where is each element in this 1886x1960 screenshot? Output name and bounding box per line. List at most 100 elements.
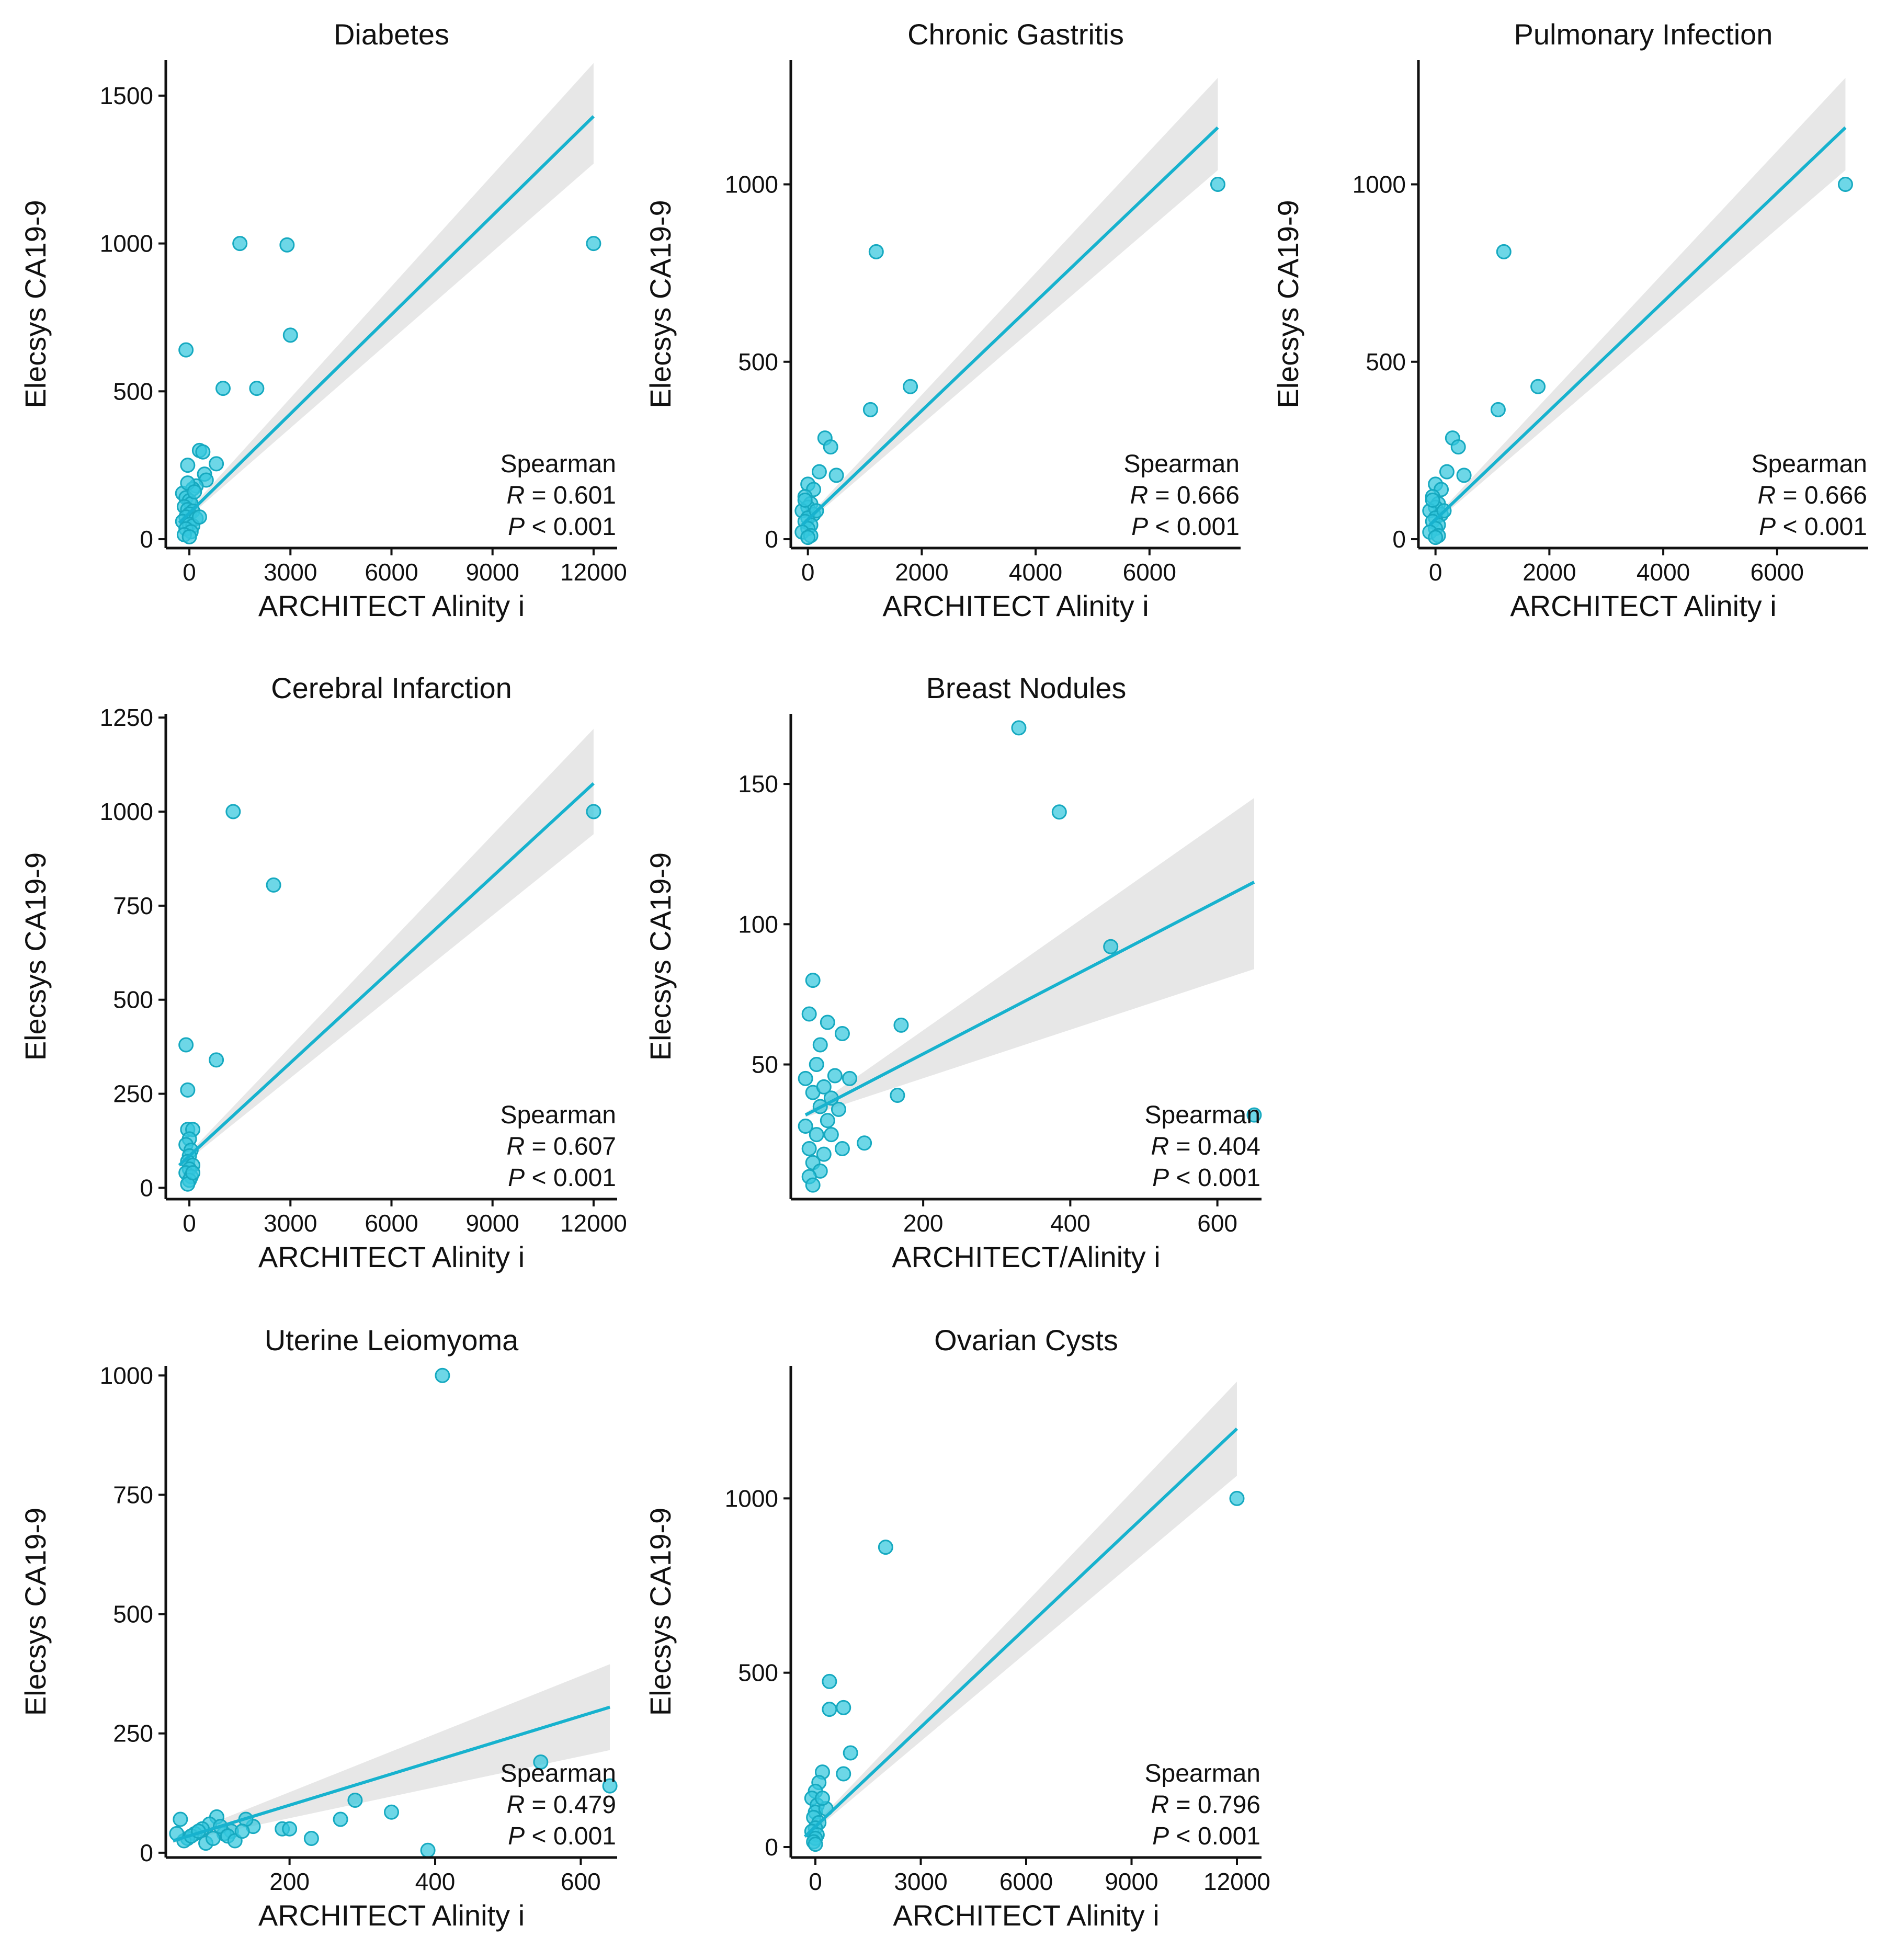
y-tick-label: 500 xyxy=(113,1601,153,1628)
y-tick-label: 150 xyxy=(738,770,778,797)
data-point xyxy=(797,492,813,508)
data-point xyxy=(347,1792,363,1808)
confidence-band xyxy=(802,77,1218,527)
panel-3: 0 2000 4000 6000 0 500 1000 Pulmonary Infection… xyxy=(1271,18,1868,622)
panel-4: 0 3000 6000 9000 12000 0 250 500 750 1000 1250 Cere… xyxy=(19,671,627,1273)
y-axis-label: Elecsys CA19-9 xyxy=(644,200,677,408)
data-point xyxy=(215,381,231,396)
stat-r: R = 0.601 xyxy=(507,482,617,509)
confidence-band xyxy=(179,728,594,1168)
y-tick-label: 1500 xyxy=(100,82,153,109)
stat-p-symbol: P xyxy=(1152,1822,1169,1850)
stat-p-symbol: P xyxy=(508,513,525,541)
x-axis-label: ARCHITECT Alinity i xyxy=(1510,589,1776,622)
data-point xyxy=(1439,464,1455,480)
data-point xyxy=(279,237,295,253)
x-tick-label: 6000 xyxy=(1751,559,1804,586)
stat-p-symbol: P xyxy=(508,1164,525,1192)
stat-p: P < 0.001 xyxy=(508,1164,616,1192)
data-point xyxy=(814,1791,830,1806)
y-tick-label: 1000 xyxy=(725,170,778,198)
stat-r: R = 0.479 xyxy=(507,1791,617,1819)
confidence-band xyxy=(804,1382,1237,1839)
stat-p-value: < 0.001 xyxy=(525,1164,616,1192)
x-tick-label: 2000 xyxy=(895,559,948,586)
data-point xyxy=(384,1804,399,1820)
stat-method: Spearman xyxy=(501,1760,616,1787)
data-point xyxy=(1425,492,1440,508)
data-point xyxy=(1428,530,1444,545)
x-tick-label: 600 xyxy=(1197,1210,1237,1237)
data-point xyxy=(173,1811,188,1827)
data-point xyxy=(303,1830,319,1846)
data-point xyxy=(1490,402,1506,417)
data-point xyxy=(1837,176,1853,192)
y-tick-label: 0 xyxy=(140,526,153,553)
data-point xyxy=(180,458,196,473)
x-tick-label: 4000 xyxy=(1637,559,1690,586)
y-tick-label: 250 xyxy=(113,1720,153,1747)
stat-method: Spearman xyxy=(501,1101,616,1129)
stat-method: Spearman xyxy=(1145,1101,1260,1129)
data-point xyxy=(805,973,821,988)
data-point xyxy=(1103,939,1119,954)
x-tick-label: 9000 xyxy=(1105,1868,1158,1895)
regression-line xyxy=(178,115,595,525)
data-point xyxy=(586,236,601,252)
data-point xyxy=(266,877,281,893)
stat-method: Spearman xyxy=(501,450,616,478)
data-point xyxy=(820,1015,835,1030)
confidence-band xyxy=(1429,77,1846,527)
x-tick-label: 0 xyxy=(1429,559,1442,586)
panel-title: Uterine Leiomyoma xyxy=(265,1324,519,1357)
data-point xyxy=(831,1101,846,1117)
data-point xyxy=(857,1135,872,1151)
data-point xyxy=(893,1017,909,1033)
data-point xyxy=(836,1766,851,1782)
data-point xyxy=(586,804,601,819)
stat-p-value: < 0.001 xyxy=(525,1822,616,1850)
stat-p: P < 0.001 xyxy=(1131,513,1240,541)
data-point xyxy=(1210,176,1225,192)
data-point xyxy=(181,529,197,545)
panel-6: 200 400 600 0 250 500 750 1000 Uterine Leiomyoma… xyxy=(19,1324,618,1932)
y-tick-label: 250 xyxy=(113,1080,153,1108)
data-point xyxy=(1229,1490,1245,1506)
x-tick-label: 2000 xyxy=(1523,559,1576,586)
x-tick-label: 3000 xyxy=(264,1210,317,1237)
regression-line xyxy=(803,1427,1239,1838)
x-tick-label: 12000 xyxy=(560,559,627,586)
data-point xyxy=(823,1127,839,1143)
x-tick-label: 3000 xyxy=(894,1868,947,1895)
stat-r-value: = 0.796 xyxy=(1169,1791,1260,1819)
data-point xyxy=(812,1037,828,1053)
stat-p: P < 0.001 xyxy=(1759,513,1867,541)
data-point xyxy=(1496,244,1512,259)
data-point xyxy=(180,1082,196,1098)
y-tick-label: 1000 xyxy=(1353,170,1406,198)
y-tick-label: 500 xyxy=(113,986,153,1013)
x-tick-label: 6000 xyxy=(365,1210,418,1237)
x-axis-label: ARCHITECT Alinity i xyxy=(882,589,1149,622)
panel-2: 0 2000 4000 6000 0 500 1000 Chronic Gastritis AR… xyxy=(644,18,1241,622)
data-point xyxy=(1450,439,1466,455)
confidence-band xyxy=(179,63,594,525)
stat-p-symbol: P xyxy=(1759,513,1776,541)
stat-p-value: < 0.001 xyxy=(1169,1164,1260,1192)
data-point xyxy=(1456,468,1472,483)
x-axis-label: ARCHITECT Alinity i xyxy=(258,1240,525,1273)
data-point xyxy=(187,484,202,500)
x-tick-label: 200 xyxy=(903,1210,944,1237)
data-point xyxy=(178,1037,194,1053)
regression-line xyxy=(801,126,1219,527)
data-point xyxy=(185,1165,201,1181)
x-tick-label: 0 xyxy=(801,559,815,586)
stat-p-value: < 0.001 xyxy=(1776,513,1867,541)
panel-title: Breast Nodules xyxy=(926,671,1127,704)
y-tick-label: 500 xyxy=(113,378,153,405)
x-tick-label: 3000 xyxy=(264,559,317,586)
data-point xyxy=(1051,804,1067,820)
panel-7: 0 3000 6000 9000 12000 0 500 1000 Ovarian Cysts A… xyxy=(644,1324,1270,1932)
confidence-band xyxy=(805,797,1254,1118)
data-point xyxy=(843,1745,858,1761)
